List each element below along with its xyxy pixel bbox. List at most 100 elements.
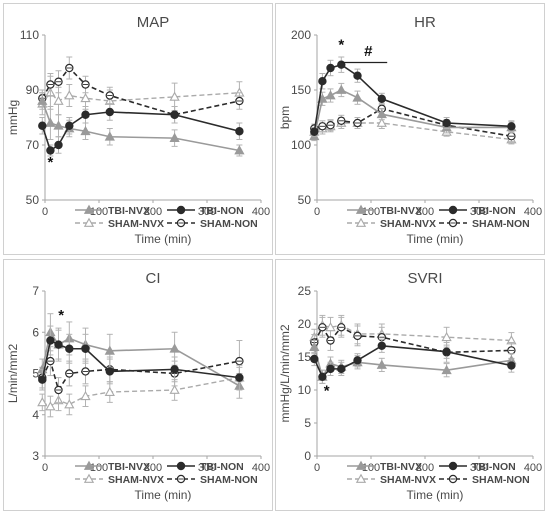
legend-item-tbi-non: TBI-NON — [439, 205, 516, 217]
significance-annotation: * — [47, 154, 53, 171]
data-point — [318, 372, 327, 382]
y-tick-label: 0 — [304, 449, 311, 463]
legend: TBI-NVX TBI-NON SHAM-NVX SHAM-NON — [347, 204, 530, 230]
y-axis-label: L/min/mm2 — [6, 344, 20, 404]
x-tick-label: 100 — [362, 206, 380, 218]
chart-title: CI — [146, 270, 161, 287]
map-chart: MAP 50 70 90 110 0 100 200 300 400 Time (min) mmHg *… — [3, 3, 273, 255]
x-tick-label: 100 — [90, 462, 108, 474]
data-point — [45, 117, 56, 127]
legend-label: SHAM-NON — [472, 474, 530, 486]
legend-item-sham-non: SHAM-NON — [439, 474, 530, 486]
chart-title: MAP — [137, 14, 170, 31]
data-point — [37, 397, 48, 407]
data-point — [53, 95, 64, 105]
data-point — [235, 373, 244, 382]
x-axis-label: Time (min) — [407, 488, 464, 502]
legend-label: TBI-NVX — [108, 461, 150, 473]
x-tick-label: 300 — [198, 206, 216, 218]
data-point — [326, 364, 335, 374]
data-point — [169, 132, 180, 143]
legend-label: TBI-NON — [472, 461, 516, 473]
data-point — [53, 120, 64, 130]
data-point — [507, 361, 516, 370]
series-line — [41, 358, 240, 392]
svri-panel: SVRI 0 5 10 15 20 25 0 100 200 300 400 Time (min) mmH… — [275, 259, 545, 511]
data-point — [309, 341, 320, 352]
x-tick-label: 200 — [144, 462, 162, 474]
legend-marker — [448, 461, 458, 471]
legend-item-sham-nvx: SHAM-NVX — [75, 217, 164, 230]
legend-marker — [355, 460, 367, 470]
y-axis-label: mmHg/L/min/mm2 — [278, 324, 292, 422]
data-point — [46, 336, 55, 345]
legend-item-tbi-nvx: TBI-NVX — [347, 204, 422, 217]
legend-label: SHAM-NON — [472, 218, 530, 230]
y-tick-label: 3 — [32, 449, 39, 463]
legend-marker — [355, 473, 367, 483]
legend-label: SHAM-NVX — [108, 474, 164, 486]
series-line — [41, 91, 240, 105]
data-point — [81, 344, 90, 353]
panel-frame — [3, 259, 273, 511]
x-tick-label: 400 — [524, 206, 542, 218]
x-tick-label: 400 — [524, 462, 542, 474]
data-point — [65, 344, 74, 353]
data-point — [104, 345, 115, 355]
x-axis-label: Time (min) — [135, 488, 192, 502]
legend-item-sham-non: SHAM-NON — [167, 218, 258, 230]
data-point — [80, 125, 91, 136]
x-tick-label: 0 — [314, 206, 320, 218]
legend-item-tbi-nvx: TBI-NVX — [75, 460, 150, 473]
x-tick-label: 200 — [144, 206, 162, 218]
data-point — [310, 127, 319, 137]
map-panel: MAP 50 70 90 110 0 100 200 300 400 Time (min) mmHg *… — [3, 3, 273, 255]
data-point — [442, 118, 451, 128]
significance-annotation: * — [324, 382, 330, 399]
y-tick-label: 25 — [298, 284, 312, 298]
y-tick-label: 50 — [298, 193, 312, 207]
data-point — [310, 354, 319, 364]
legend-item-sham-nvx: SHAM-NVX — [75, 473, 164, 486]
x-tick-label: 400 — [252, 206, 270, 218]
legend-label: SHAM-NVX — [380, 474, 436, 486]
x-tick-label: 400 — [252, 462, 270, 474]
legend-label: SHAM-NVX — [380, 218, 436, 230]
legend: TBI-NVX TBI-NON SHAM-NVX SHAM-NON — [347, 460, 530, 486]
y-tick-label: 110 — [20, 28, 39, 42]
data-point — [326, 63, 335, 73]
legend-label: TBI-NVX — [380, 205, 422, 217]
legend-marker — [83, 473, 95, 483]
y-tick-label: 70 — [26, 138, 40, 152]
legend-item-sham-nvx: SHAM-NVX — [347, 473, 436, 486]
x-tick-label: 200 — [416, 206, 434, 218]
data-point — [507, 122, 516, 131]
series-tbi-non — [310, 56, 516, 137]
legend-marker — [355, 217, 367, 227]
data-point — [376, 359, 387, 369]
legend-label: SHAM-NON — [200, 218, 258, 230]
legend-label: TBI-NON — [472, 205, 516, 217]
chart-title: SVRI — [407, 270, 442, 287]
x-tick-label: 0 — [42, 206, 48, 218]
legend-marker — [83, 204, 95, 214]
legend: TBI-NVX TBI-NON SHAM-NVX SHAM-NON — [75, 204, 258, 230]
ci-chart: CI 3 4 5 6 7 0 100 200 300 400 Time (min) L/min/mm2 *… — [3, 259, 273, 511]
series-tbi-non — [310, 338, 516, 384]
data-point — [337, 364, 346, 374]
legend-label: TBI-NON — [200, 205, 244, 217]
chart-title: HR — [414, 14, 436, 31]
data-point — [234, 145, 245, 155]
y-axis-label: mmHg — [6, 100, 20, 135]
data-point — [377, 341, 387, 350]
y-tick-label: 20 — [298, 317, 312, 331]
legend-item-sham-nvx: SHAM-NVX — [347, 217, 436, 230]
x-tick-label: 300 — [198, 462, 216, 474]
data-point — [105, 107, 115, 117]
x-axis-label: Time (min) — [407, 232, 464, 246]
data-point — [441, 364, 452, 375]
significance-annotation: * — [338, 36, 344, 53]
series-line — [313, 324, 512, 342]
ci-panel: CI 3 4 5 6 7 0 100 200 300 400 Time (min) L/min/mm2 *… — [3, 259, 273, 511]
data-point — [46, 146, 55, 155]
